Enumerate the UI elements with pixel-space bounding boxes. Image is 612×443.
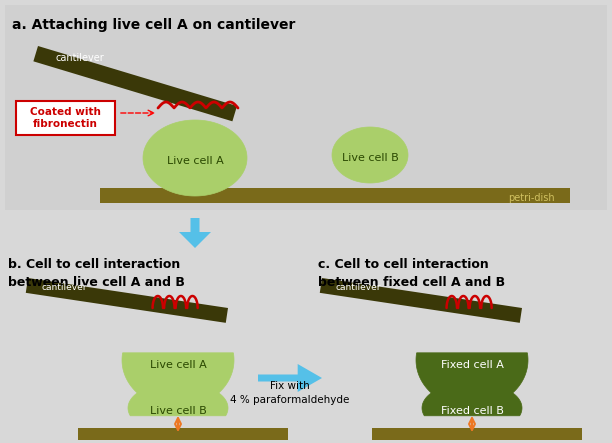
Polygon shape (179, 218, 211, 248)
Text: Live cell B: Live cell B (341, 153, 398, 163)
Text: c. Cell to cell interaction
between fixed cell A and B: c. Cell to cell interaction between fixe… (318, 258, 505, 289)
Bar (78, 428, 288, 440)
Bar (100, 188, 570, 203)
Polygon shape (122, 353, 234, 408)
Text: petri-dish: petri-dish (509, 193, 555, 203)
Polygon shape (320, 278, 522, 323)
Text: Fixed cell A: Fixed cell A (441, 360, 504, 370)
Polygon shape (143, 120, 247, 196)
Polygon shape (416, 353, 528, 408)
Polygon shape (332, 127, 408, 183)
Text: Live cell A: Live cell A (166, 156, 223, 166)
Polygon shape (34, 46, 237, 121)
Polygon shape (258, 364, 322, 392)
Text: a. Attaching live cell A on cantilever: a. Attaching live cell A on cantilever (12, 18, 296, 32)
Polygon shape (26, 278, 228, 323)
Polygon shape (128, 382, 228, 416)
Text: Fixed cell B: Fixed cell B (441, 406, 504, 416)
Text: Coated with
fibronectin: Coated with fibronectin (29, 107, 100, 129)
Text: cantilever: cantilever (42, 284, 88, 292)
Text: cantilever: cantilever (335, 284, 381, 292)
Text: Live cell A: Live cell A (149, 360, 206, 370)
Text: Live cell B: Live cell B (149, 406, 206, 416)
FancyBboxPatch shape (16, 101, 115, 135)
FancyBboxPatch shape (5, 5, 607, 210)
Text: b. Cell to cell interaction
between live cell A and B: b. Cell to cell interaction between live… (8, 258, 185, 289)
Polygon shape (422, 382, 522, 416)
Bar (372, 428, 582, 440)
Text: Fix with
4 % paraformaldehyde: Fix with 4 % paraformaldehyde (230, 381, 349, 404)
Text: cantilever: cantilever (55, 53, 104, 63)
